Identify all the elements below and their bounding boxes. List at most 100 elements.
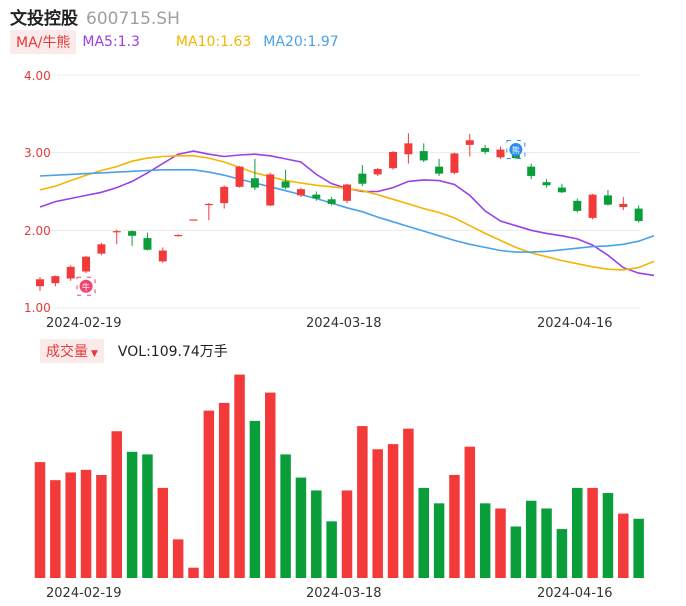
y-tick-label: 1.00 (24, 301, 51, 315)
y-tick-label: 4.00 (24, 69, 51, 83)
volume-bar (541, 508, 552, 578)
candle-body (389, 151, 398, 169)
candle-body (204, 203, 213, 206)
candle-body (220, 186, 229, 204)
volume-bar (126, 451, 138, 578)
volume-bar (418, 487, 429, 578)
ma5-value: MA5:1.3 (82, 34, 140, 50)
candle-body (51, 276, 60, 284)
volume-label: 成交量 (46, 344, 88, 360)
candle-body (112, 231, 121, 233)
signal-badges: 牛熊 (76, 140, 526, 296)
volume-bar (280, 454, 291, 578)
candle-body (465, 140, 474, 145)
candle-body (634, 208, 643, 222)
volume-bar (556, 529, 568, 578)
x-tick-label: 2024-03-18 (306, 586, 382, 601)
dropdown-arrow-icon: ▼ (91, 349, 98, 359)
ma5-line (39, 150, 655, 277)
candle-body (557, 187, 566, 193)
candle-body (174, 234, 183, 237)
candlesticks (36, 133, 643, 291)
x-tick-label: 2024-04-16 (537, 586, 613, 601)
signal-dot (509, 143, 523, 157)
stock-name: 文投控股 (10, 9, 78, 29)
volume-bar (311, 490, 322, 578)
volume-bar (479, 503, 491, 578)
volume-bar (357, 426, 368, 578)
volume-bar (96, 475, 107, 578)
volume-bar (218, 402, 230, 578)
ma20-value: MA20:1.97 (263, 34, 339, 50)
volume-bar (464, 446, 476, 578)
volume-bar (495, 508, 506, 578)
y-tick-label: 3.00 (24, 146, 51, 160)
signal-label: 牛 (82, 282, 90, 292)
volume-bar (249, 420, 261, 578)
volume-bar (341, 490, 353, 578)
volume-bar (172, 539, 184, 578)
candle-body (527, 166, 536, 176)
candle-body (542, 182, 551, 186)
volume-bar (403, 428, 414, 578)
ma-indicator-toggle[interactable]: MA/牛熊 (10, 30, 77, 54)
volume-bar (618, 513, 629, 578)
volume-bars (34, 374, 644, 578)
ma-legend: MA/牛熊 MA5:1.3 MA10:1.63 MA20:1.97 (10, 30, 339, 54)
candle-body (296, 189, 305, 196)
volume-bar (587, 487, 598, 578)
volume-bar (65, 472, 76, 578)
x-tick-label: 2024-04-16 (537, 316, 613, 331)
stock-header: 文投控股 600715.SH (10, 4, 180, 29)
candle-body (619, 203, 628, 208)
candle-body (343, 184, 351, 201)
volume-bar (265, 392, 276, 578)
volume-bar (50, 480, 61, 578)
volume-bar (157, 487, 169, 578)
volume-bar (372, 449, 383, 578)
volume-indicator-dropdown[interactable]: 成交量 ▼ (40, 339, 104, 363)
volume-bar (142, 454, 153, 578)
candle-body (66, 266, 75, 279)
bear-signal-icon: 熊 (506, 140, 526, 160)
y-tick-label: 2.00 (24, 224, 51, 238)
signal-label: 熊 (512, 145, 520, 155)
candle-body (189, 219, 198, 221)
volume-bar (602, 493, 614, 578)
signal-frame (506, 140, 526, 160)
date-axis: 2024-02-19 2024-03-18 2024-04-16 (46, 316, 613, 331)
ma10-line (39, 155, 655, 271)
candle-body (588, 194, 597, 218)
candle-body (603, 195, 612, 205)
volume-bar (188, 567, 199, 578)
candle-body (358, 173, 367, 184)
candle-body (250, 178, 259, 188)
volume-bar (633, 518, 644, 578)
candle-body (404, 143, 413, 155)
volume-bar (295, 477, 307, 578)
volume-value: VOL:109.74万手 (117, 344, 228, 360)
candle-body (158, 250, 167, 262)
x-tick-label: 2024-02-19 (46, 586, 122, 601)
volume-bar (433, 503, 445, 578)
candle-body (419, 151, 428, 161)
volume-bar (326, 521, 337, 578)
candle-body (143, 238, 152, 250)
candle-body (97, 244, 106, 254)
ma10-value: MA10:1.63 (175, 34, 252, 50)
ma20-line (39, 169, 655, 253)
signal-frame (76, 276, 96, 296)
volume-bar (203, 410, 215, 578)
candle-body (235, 166, 244, 187)
candle-body (573, 200, 582, 211)
volume-bar (449, 475, 460, 578)
volume-bar (572, 487, 583, 578)
volume-bar (387, 444, 399, 578)
volume-bar (34, 462, 46, 578)
candle-body (266, 174, 275, 206)
candle-body (450, 153, 459, 173)
volume-bar (510, 526, 522, 578)
volume-bar (525, 500, 537, 578)
candle-body (82, 256, 91, 272)
